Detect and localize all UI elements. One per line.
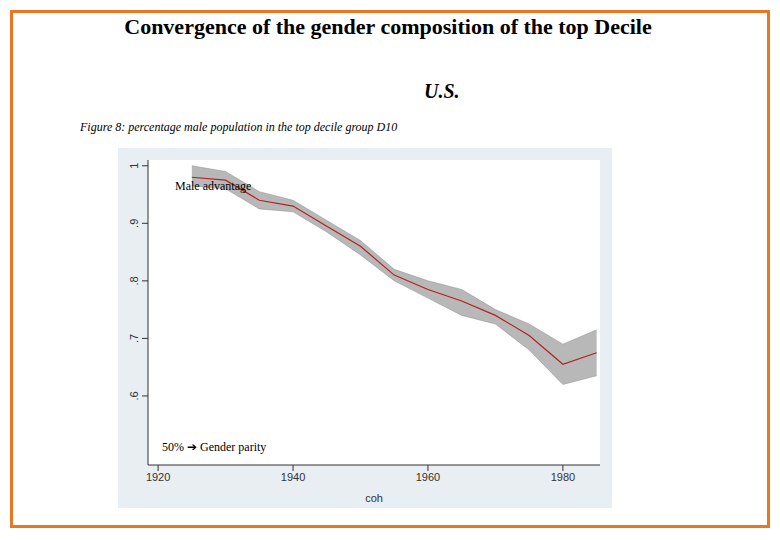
svg-text:.9: .9 (128, 219, 140, 228)
html-text:50% ➔ Gender parity: 50% ➔ Gender parity (162, 440, 267, 454)
svg-text:1920: 1920 (146, 471, 170, 483)
svg-text:1980: 1980 (551, 471, 575, 483)
html-text:Convergence of the gender comp: Convergence of the gender composition of… (124, 14, 652, 39)
svg-text:1960: 1960 (416, 471, 440, 483)
svg-text:coh: coh (365, 492, 383, 504)
svg-text:.8: .8 (128, 276, 140, 285)
svg-text:1940: 1940 (281, 471, 305, 483)
svg-text:.6: .6 (128, 391, 140, 400)
svg-text:.7: .7 (128, 334, 140, 343)
svg-text:1: 1 (128, 163, 140, 169)
html-text:U.S.: U.S. (424, 80, 460, 102)
html-text:Male advantage: Male advantage (175, 179, 252, 193)
html-text:Figure 8: percentage male popu: Figure 8: percentage male population in … (80, 120, 398, 134)
